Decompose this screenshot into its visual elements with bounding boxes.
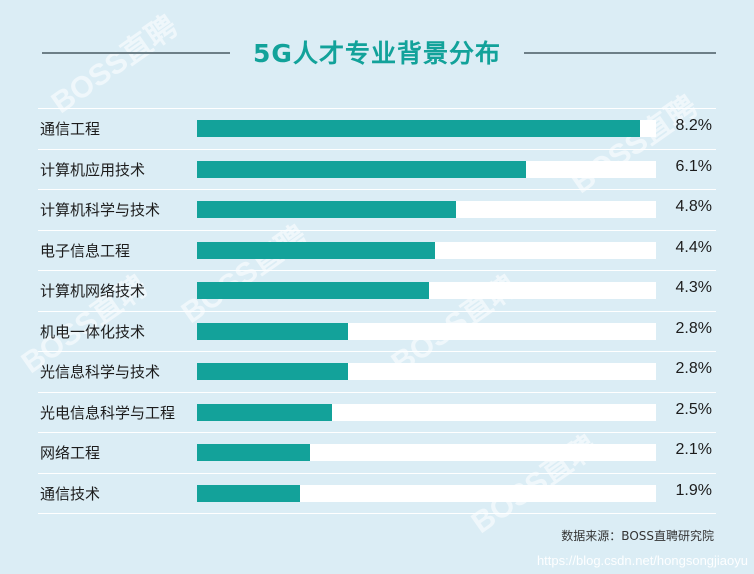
row-divider bbox=[38, 189, 716, 190]
bar bbox=[197, 322, 348, 340]
bar-track bbox=[197, 403, 656, 421]
row-divider bbox=[38, 351, 716, 352]
row-divider bbox=[38, 472, 716, 474]
category-label: 网络工程 bbox=[40, 444, 101, 462]
category-label: 计算机应用技术 bbox=[40, 160, 146, 179]
title-left-rule bbox=[42, 52, 230, 54]
bar-track bbox=[197, 484, 656, 502]
bar bbox=[197, 241, 435, 259]
source-url: https://blog.csdn.net/hongsongjiaoyu bbox=[536, 553, 748, 568]
value-label: 2.1% bbox=[675, 441, 712, 458]
value-label: 1.9% bbox=[675, 481, 712, 499]
bar-track bbox=[197, 160, 656, 178]
bar-track bbox=[197, 322, 656, 340]
category-label: 通信工程 bbox=[40, 120, 101, 138]
bar-track bbox=[197, 120, 656, 137]
row-divider bbox=[38, 513, 716, 514]
data-source: 数据来源：BOSS直聘研究院 bbox=[561, 529, 714, 543]
bar bbox=[197, 444, 310, 461]
value-label: 2.8% bbox=[675, 319, 712, 337]
bar bbox=[197, 201, 456, 218]
chart-header: 5G人才专业背景分布 bbox=[0, 30, 754, 70]
value-label: 2.8% bbox=[675, 360, 712, 377]
value-label: 8.2% bbox=[675, 117, 712, 134]
category-label: 计算机科学与技术 bbox=[40, 201, 161, 219]
bar-row: 计算机科学与技术 4.8% bbox=[0, 189, 754, 229]
row-divider bbox=[38, 108, 716, 109]
value-label: 4.8% bbox=[675, 198, 712, 215]
bar-row: 通信工程 8.2% bbox=[0, 108, 754, 148]
bar-track bbox=[197, 201, 656, 218]
bar bbox=[197, 363, 348, 380]
bar-row: 电子信息工程 4.4% bbox=[0, 230, 754, 270]
row-divider bbox=[38, 229, 716, 231]
row-divider bbox=[38, 391, 716, 393]
row-divider bbox=[38, 148, 716, 150]
title-right-rule bbox=[524, 52, 716, 54]
category-label: 计算机网络技术 bbox=[40, 282, 146, 300]
bar-track bbox=[197, 444, 656, 461]
row-divider bbox=[38, 270, 716, 271]
bar bbox=[197, 403, 332, 421]
bar-row: 通信技术 1.9% bbox=[0, 473, 754, 513]
bar bbox=[197, 484, 300, 502]
category-label: 通信技术 bbox=[40, 484, 101, 503]
category-label: 电子信息工程 bbox=[40, 241, 131, 260]
row-divider bbox=[38, 432, 716, 433]
bar-row: 计算机应用技术 6.1% bbox=[0, 149, 754, 189]
category-label: 光电信息科学与工程 bbox=[40, 403, 176, 422]
bar-track bbox=[197, 363, 656, 380]
bar-track bbox=[197, 241, 656, 259]
bar-row: 光电信息科学与工程 2.5% bbox=[0, 392, 754, 432]
category-label: 机电一体化技术 bbox=[40, 322, 146, 341]
row-divider bbox=[38, 310, 716, 312]
bar bbox=[197, 120, 640, 137]
bar-row: 机电一体化技术 2.8% bbox=[0, 311, 754, 351]
bar-row: 计算机网络技术 4.3% bbox=[0, 270, 754, 310]
bar-row: 光信息科学与技术 2.8% bbox=[0, 351, 754, 391]
bar-track bbox=[197, 282, 656, 299]
bar bbox=[197, 160, 526, 178]
bar bbox=[197, 282, 429, 299]
value-label: 4.3% bbox=[675, 279, 712, 296]
value-label: 2.5% bbox=[675, 400, 712, 418]
bar-row: 网络工程 2.1% bbox=[0, 432, 754, 472]
value-label: 6.1% bbox=[675, 157, 712, 175]
value-label: 4.4% bbox=[675, 238, 712, 256]
chart-title: 5G人才专业背景分布 bbox=[253, 39, 501, 68]
category-label: 光信息科学与技术 bbox=[40, 363, 161, 381]
